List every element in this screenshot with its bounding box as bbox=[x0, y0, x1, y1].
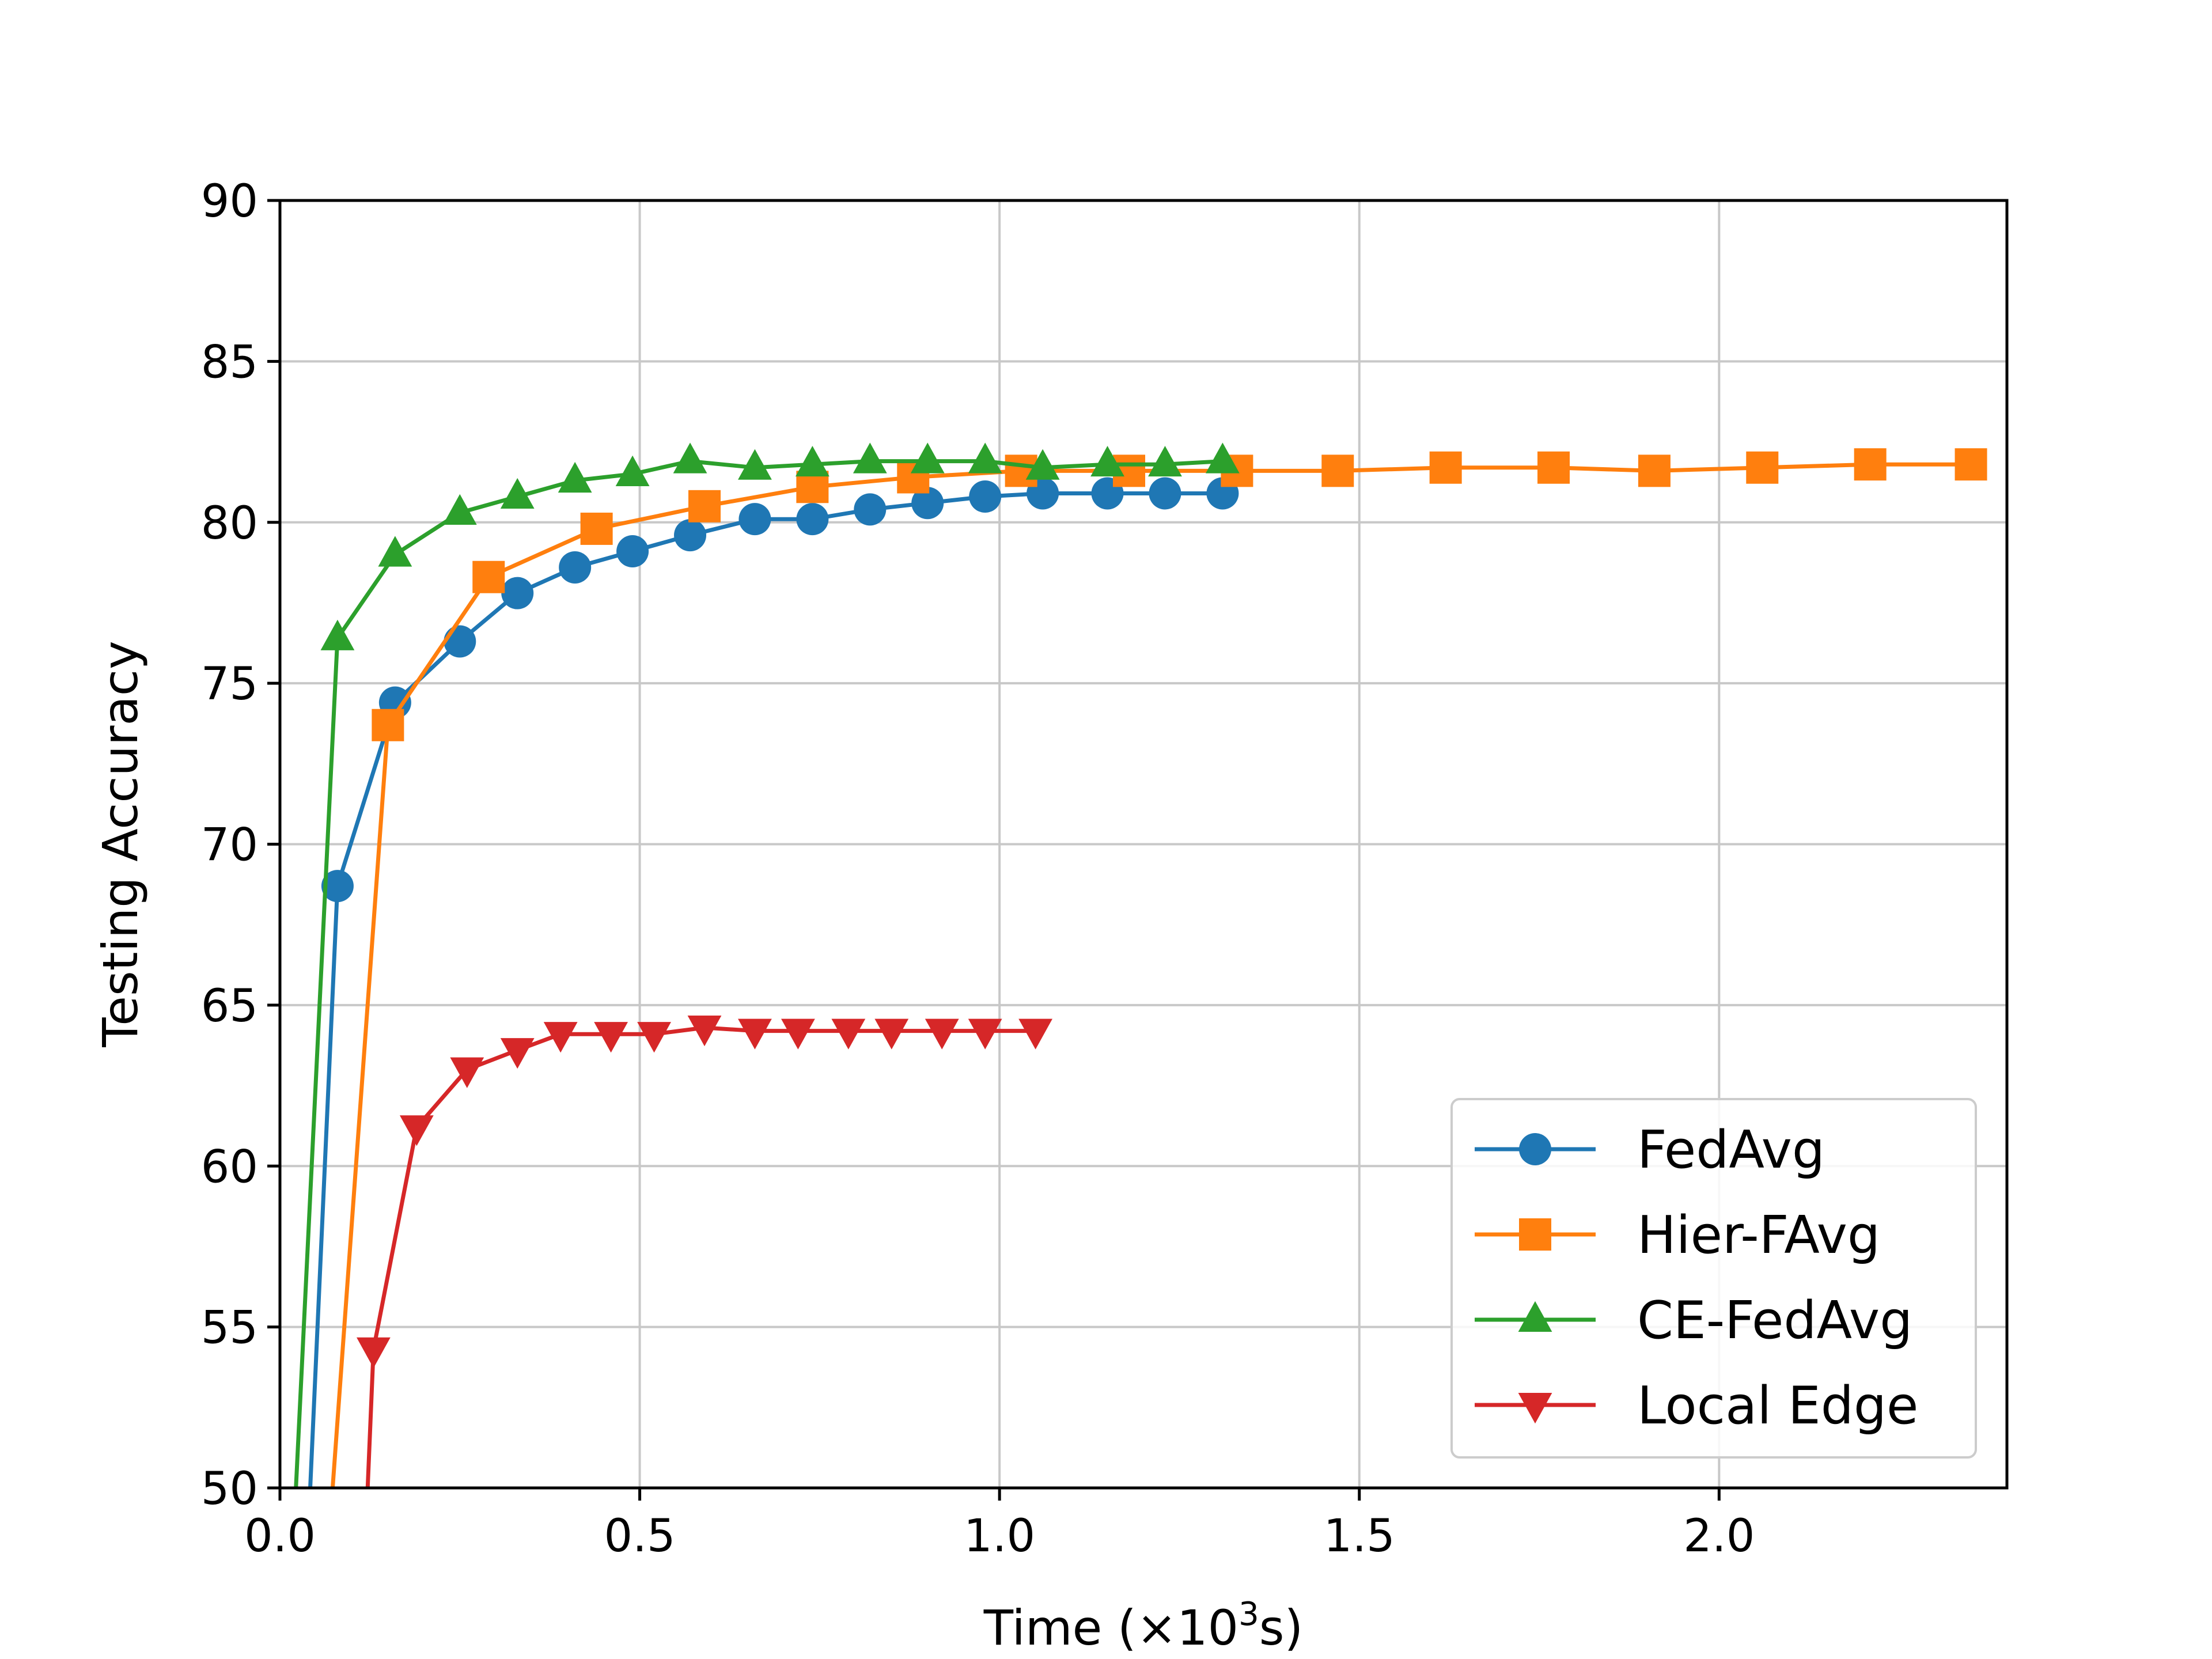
series-line-local-edge bbox=[365, 1025, 1036, 1488]
y-tick-label: 55 bbox=[201, 1302, 258, 1354]
data-point-ce-fedavg bbox=[738, 449, 772, 480]
data-point-local-edge bbox=[831, 1018, 866, 1050]
legend-label: Local Edge bbox=[1637, 1376, 1918, 1436]
y-tick-label: 75 bbox=[201, 658, 258, 710]
legend-entry-local-edge: Local Edge bbox=[1475, 1376, 1918, 1436]
data-point-hier-favg bbox=[1746, 451, 1779, 484]
ticks: 0.0 0.5 1.0 1.5 2.0 50 55 60 65 70 75 80 85 90 bbox=[201, 176, 1755, 1562]
data-point-fedavg bbox=[738, 503, 771, 536]
data-point-fedavg bbox=[1149, 477, 1181, 510]
data-point-hier-favg bbox=[1854, 448, 1887, 481]
data-point-ce-fedavg bbox=[1148, 445, 1182, 477]
data-point-fedavg bbox=[444, 625, 476, 658]
data-point-hier-favg bbox=[1638, 454, 1671, 487]
data-point-ce-fedavg bbox=[1206, 442, 1240, 474]
data-point-fedavg bbox=[559, 551, 592, 584]
y-tick-label: 85 bbox=[201, 336, 258, 388]
data-point-ce-fedavg bbox=[673, 442, 707, 474]
data-point-ce-fedavg bbox=[378, 536, 412, 567]
data-point-local-edge bbox=[968, 1018, 1002, 1050]
data-point-local-edge bbox=[738, 1018, 772, 1050]
data-point-ce-fedavg bbox=[558, 461, 592, 493]
series-local-edge bbox=[356, 1015, 1053, 1488]
data-point-fedavg bbox=[854, 493, 887, 526]
data-point-local-edge bbox=[450, 1057, 484, 1088]
data-point-local-edge bbox=[356, 1337, 391, 1368]
data-point-ce-fedavg bbox=[442, 494, 477, 525]
legend-label: FedAvg bbox=[1637, 1120, 1825, 1180]
x-tick-label: 1.0 bbox=[964, 1510, 1035, 1562]
legend-entry-ce-fedavg: CE-FedAvg bbox=[1475, 1290, 1912, 1351]
data-point-fedavg bbox=[911, 487, 944, 520]
legend-swatch-marker bbox=[1518, 1393, 1552, 1424]
x-tick-label: 0.0 bbox=[244, 1510, 316, 1562]
data-point-hier-favg bbox=[1955, 448, 1987, 481]
data-point-ce-fedavg bbox=[615, 455, 650, 486]
data-point-fedavg bbox=[616, 535, 649, 568]
data-point-ce-fedavg bbox=[968, 442, 1002, 474]
data-point-local-edge bbox=[637, 1022, 671, 1053]
data-point-hier-favg bbox=[472, 560, 505, 593]
data-point-local-edge bbox=[399, 1115, 434, 1146]
data-point-ce-fedavg bbox=[910, 442, 945, 474]
data-point-local-edge bbox=[687, 1015, 722, 1047]
data-point-local-edge bbox=[543, 1022, 578, 1053]
data-point-ce-fedavg bbox=[853, 442, 887, 474]
y-axis-label: Testing Accuracy bbox=[92, 641, 149, 1048]
data-point-hier-favg bbox=[1537, 451, 1570, 484]
y-tick-label: 80 bbox=[201, 498, 258, 550]
data-point-ce-fedavg bbox=[1090, 445, 1124, 477]
legend: FedAvg Hier-FAvg CE-FedAvg Local Edge bbox=[1450, 1098, 1977, 1459]
data-point-local-edge bbox=[594, 1022, 628, 1053]
x-tick-label: 2.0 bbox=[1683, 1510, 1755, 1562]
data-point-local-edge bbox=[1018, 1018, 1053, 1050]
data-point-local-edge bbox=[781, 1018, 815, 1050]
x-axis-label: Time (×103s) bbox=[983, 1596, 1304, 1656]
data-point-fedavg bbox=[796, 503, 829, 536]
legend-entry-fedavg: FedAvg bbox=[1475, 1120, 1825, 1180]
data-point-fedavg bbox=[501, 577, 534, 609]
legend-frame bbox=[1450, 1098, 1977, 1459]
x-tick-label: 0.5 bbox=[604, 1510, 676, 1562]
data-point-local-edge bbox=[925, 1018, 959, 1050]
data-point-hier-favg bbox=[1321, 454, 1354, 487]
data-point-local-edge bbox=[500, 1038, 535, 1069]
legend-label: Hier-FAvg bbox=[1637, 1205, 1880, 1266]
y-tick-label: 60 bbox=[201, 1141, 258, 1193]
data-point-fedavg bbox=[674, 519, 707, 552]
y-tick-label: 90 bbox=[201, 176, 258, 228]
data-point-hier-favg bbox=[1429, 451, 1462, 484]
data-point-local-edge bbox=[874, 1018, 909, 1050]
legend-swatch-marker bbox=[1519, 1218, 1551, 1251]
x-tick-label: 1.5 bbox=[1324, 1510, 1395, 1562]
data-point-ce-fedavg bbox=[320, 619, 355, 650]
legend-swatch-marker bbox=[1519, 1133, 1551, 1165]
legend-swatch-marker bbox=[1518, 1301, 1552, 1332]
legend-label: CE-FedAvg bbox=[1637, 1290, 1912, 1351]
data-point-ce-fedavg bbox=[795, 445, 830, 477]
series-ce-fedavg bbox=[294, 442, 1240, 1488]
data-point-hier-favg bbox=[372, 709, 404, 741]
series-group bbox=[294, 442, 1987, 1488]
y-tick-label: 50 bbox=[201, 1463, 258, 1515]
data-point-ce-fedavg bbox=[500, 478, 535, 509]
data-point-fedavg bbox=[321, 870, 354, 903]
y-tick-label: 70 bbox=[201, 820, 258, 872]
data-point-hier-favg bbox=[580, 512, 613, 545]
data-point-ce-fedavg bbox=[1025, 449, 1060, 480]
legend-entry-hier-favg: Hier-FAvg bbox=[1475, 1205, 1880, 1266]
data-point-hier-favg bbox=[688, 490, 721, 522]
y-tick-label: 65 bbox=[201, 980, 258, 1032]
data-point-fedavg bbox=[969, 480, 1002, 513]
